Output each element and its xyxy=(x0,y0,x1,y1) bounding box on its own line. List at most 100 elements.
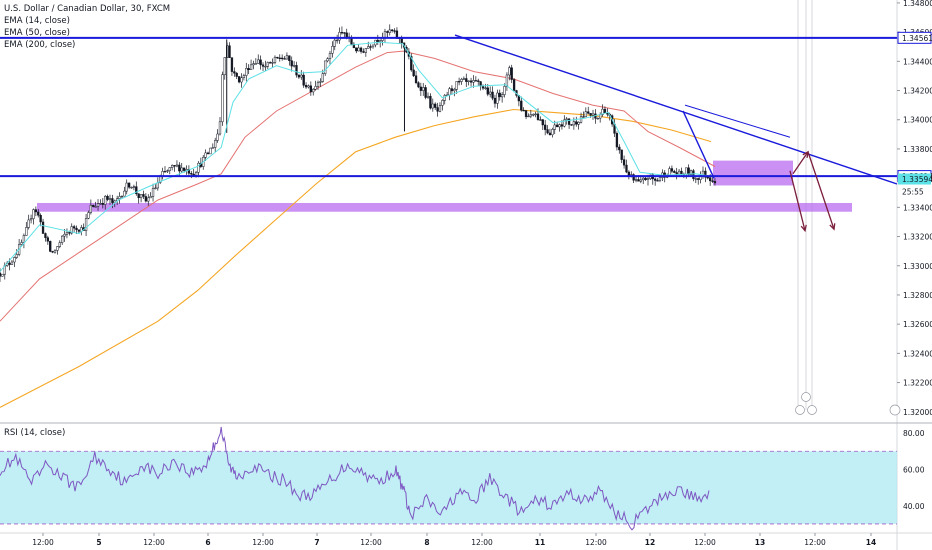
candle-body xyxy=(534,113,537,115)
candle-body xyxy=(589,113,592,116)
price-label: 1.33594 xyxy=(902,175,932,184)
candle-body xyxy=(379,40,382,43)
candle-body xyxy=(307,85,310,88)
candle-body xyxy=(658,177,662,181)
candle-body xyxy=(328,53,332,59)
time-tick-label: 12:00 xyxy=(32,538,54,547)
candle-body xyxy=(70,226,73,234)
candle-body xyxy=(596,117,599,120)
candle-body xyxy=(520,100,523,111)
candle-body xyxy=(565,118,568,121)
price-tick-label: 1.32200 xyxy=(903,379,932,388)
candle-body xyxy=(642,177,645,181)
candle-body xyxy=(572,121,576,126)
candles xyxy=(0,24,717,282)
candle-body xyxy=(171,165,174,168)
candle-body xyxy=(498,92,501,98)
candle-body xyxy=(438,105,442,112)
candle-body xyxy=(144,196,148,202)
candle-body xyxy=(89,204,93,213)
price-tick-label: 1.32800 xyxy=(903,291,932,300)
candle-body xyxy=(553,124,556,130)
candle-body xyxy=(587,111,590,114)
candle-body xyxy=(448,88,451,96)
candle-body xyxy=(104,196,107,205)
candle-body xyxy=(56,246,59,251)
price-label-box xyxy=(898,173,931,185)
candle-body xyxy=(101,203,104,205)
candle-body xyxy=(510,67,513,80)
candle-body xyxy=(147,197,150,202)
candle-body xyxy=(190,173,193,175)
candle-body xyxy=(61,235,64,243)
candle-body xyxy=(386,31,389,33)
candle-body xyxy=(548,132,552,136)
candle-body xyxy=(240,77,243,83)
candle-body xyxy=(441,100,444,106)
candle-body xyxy=(75,227,78,231)
candle-body xyxy=(127,182,131,188)
time-tick-label: 11 xyxy=(535,538,545,547)
candle-body xyxy=(603,108,607,114)
candle-body xyxy=(37,211,40,216)
candle-body xyxy=(154,187,157,190)
candle-body xyxy=(512,79,516,91)
legend-ema14: EMA (14, close) xyxy=(4,16,70,26)
candle-body xyxy=(77,229,81,232)
candle-body xyxy=(163,171,167,173)
candle-body xyxy=(371,44,375,48)
candle-body xyxy=(51,251,54,253)
candle-body xyxy=(340,31,344,34)
candle-body xyxy=(99,203,102,205)
candle-body xyxy=(410,56,413,71)
candle-body xyxy=(197,162,200,173)
candle-body xyxy=(300,74,303,78)
forecast-arrowhead-0 xyxy=(800,224,807,233)
event-flag-icon xyxy=(801,392,811,402)
candle-body xyxy=(632,174,635,181)
candle-body xyxy=(536,113,540,121)
candle-body xyxy=(125,182,128,192)
candle-body xyxy=(92,204,95,207)
candle-body xyxy=(529,114,532,117)
candle-body xyxy=(634,179,638,181)
time-tick-label: 12 xyxy=(645,538,655,547)
candle-body xyxy=(434,103,437,108)
candle-body xyxy=(46,237,49,242)
candle-body xyxy=(704,170,707,178)
candle-body xyxy=(352,43,356,49)
candle-body xyxy=(139,194,143,199)
candle-body xyxy=(436,107,439,112)
candle-body xyxy=(555,124,559,128)
candle-body xyxy=(388,29,391,33)
candle-body xyxy=(65,232,69,235)
price-label-box xyxy=(898,185,931,197)
candle-body xyxy=(20,242,23,245)
candle-body xyxy=(233,71,236,74)
candle-body xyxy=(364,48,367,53)
upper-channel-line xyxy=(684,104,791,138)
candle-body xyxy=(620,149,623,160)
candle-body xyxy=(443,95,446,101)
candle-body xyxy=(532,114,535,116)
candle-body xyxy=(656,180,659,182)
candle-body xyxy=(247,68,250,71)
candle-body xyxy=(422,87,425,91)
candle-body xyxy=(503,86,506,95)
candle-body xyxy=(414,75,418,83)
candle-body xyxy=(123,190,126,197)
time-tick-label: 14 xyxy=(866,538,876,547)
candle-body xyxy=(527,115,530,118)
price-tick-label: 1.33000 xyxy=(903,262,932,271)
candle-body xyxy=(178,164,181,172)
candle-body xyxy=(460,79,463,82)
candle-body xyxy=(254,63,258,65)
candle-body xyxy=(156,182,159,189)
candle-body xyxy=(209,147,212,155)
forecast-arrow-1 xyxy=(792,151,809,175)
price-label-box xyxy=(897,31,932,44)
candle-body xyxy=(206,152,210,155)
candle-body xyxy=(173,165,176,167)
time-tick-label: 5 xyxy=(96,538,101,547)
